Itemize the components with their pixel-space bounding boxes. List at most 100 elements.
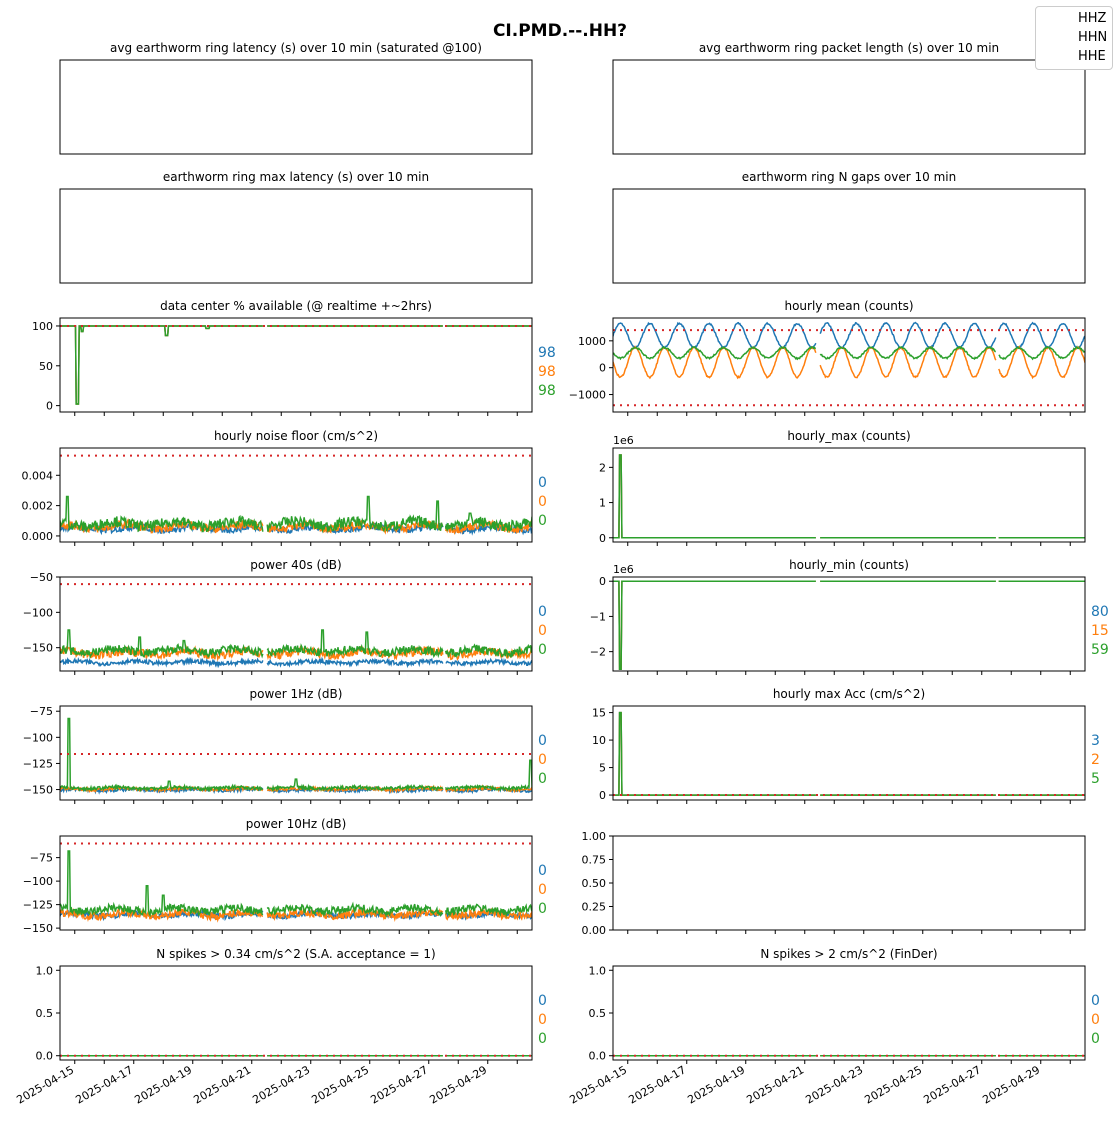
- series-hhe-line: [60, 851, 532, 915]
- panel-title: earthworm ring N gaps over 10 min: [742, 170, 956, 184]
- side-value-hhz: 0: [538, 475, 547, 491]
- panel-title: avg earthworm ring packet length (s) ove…: [699, 41, 999, 55]
- y-tick-label: −150: [23, 784, 53, 797]
- y-tick-label: −2: [590, 646, 606, 659]
- series-hhz-line: [613, 455, 1085, 538]
- x-tick-label: 2025-04-27: [368, 1063, 430, 1106]
- panel-p15: N spikes > 2 cm/s^2 (FinDer)0.00.51.0000…: [567, 947, 1100, 1107]
- y-tick-label: 0: [599, 532, 606, 545]
- axes-frame: [613, 966, 1085, 1060]
- plot-area: [60, 456, 532, 534]
- y-tick-label: −125: [23, 757, 53, 770]
- y-tick-label: −125: [23, 899, 53, 912]
- side-value-hhe: 5: [1091, 771, 1100, 787]
- series-hhn-line: [613, 713, 1085, 796]
- axes-frame: [613, 577, 1085, 671]
- axis-offset-label: 1e6: [613, 434, 634, 447]
- plot-area: [60, 844, 532, 920]
- side-value-hhn: 0: [538, 494, 547, 510]
- panel-title: hourly max Acc (cm/s^2): [773, 687, 925, 701]
- side-value-hhe: 0: [538, 642, 547, 658]
- panel-p1: avg earthworm ring packet length (s) ove…: [613, 41, 1085, 154]
- y-tick-label: −150: [23, 642, 53, 655]
- panel-p3: earthworm ring N gaps over 10 min: [613, 170, 1085, 283]
- y-tick-label: 15: [592, 707, 606, 720]
- axes-frame: [60, 966, 532, 1060]
- series-hhe-line: [613, 713, 1085, 796]
- side-value-hhn: 15: [1091, 623, 1109, 639]
- series-hhn-line: [613, 455, 1085, 538]
- axes-frame: [613, 836, 1085, 930]
- y-tick-label: 0.004: [22, 469, 54, 482]
- panel-p4: data center % available (@ realtime +~2h…: [32, 299, 556, 416]
- side-value-hhz: 98: [538, 345, 556, 361]
- y-tick-label: 0: [599, 789, 606, 802]
- side-value-hhz: 0: [538, 993, 547, 1009]
- y-tick-label: 0.0: [36, 1050, 54, 1063]
- x-tick-label: 2025-04-15: [14, 1063, 76, 1106]
- panel-p14: N spikes > 0.34 cm/s^2 (S.A. acceptance …: [14, 947, 547, 1107]
- x-tick-label: 2025-04-15: [567, 1063, 629, 1106]
- y-tick-label: 0: [599, 575, 606, 588]
- panel-title: power 10Hz (dB): [246, 817, 347, 831]
- axes-frame: [60, 706, 532, 800]
- y-tick-label: 10: [592, 734, 606, 747]
- panel-p2: earthworm ring max latency (s) over 10 m…: [60, 170, 532, 283]
- panel-title: hourly mean (counts): [784, 299, 913, 313]
- series-hhn-line: [613, 347, 1085, 378]
- panel-title: hourly_max (counts): [787, 429, 910, 443]
- y-tick-label: 5: [599, 762, 606, 775]
- y-tick-label: 0: [599, 362, 606, 375]
- y-tick-label: 0: [46, 400, 53, 413]
- y-tick-label: 1.0: [36, 964, 54, 977]
- axes-frame: [60, 189, 532, 283]
- x-tick-label: 2025-04-29: [427, 1063, 489, 1106]
- y-tick-label: 0.00: [582, 924, 607, 937]
- x-tick-label: 2025-04-23: [250, 1063, 312, 1106]
- panel-title: N spikes > 0.34 cm/s^2 (S.A. acceptance …: [156, 947, 435, 961]
- y-tick-label: −75: [30, 852, 53, 865]
- y-tick-label: 0.002: [22, 500, 54, 513]
- legend: HHZ HHN HHE: [1035, 6, 1113, 70]
- side-value-hhz: 3: [1091, 733, 1100, 749]
- side-value-hhz: 0: [1091, 993, 1100, 1009]
- plot-area: [613, 581, 1085, 669]
- y-tick-label: 100: [32, 320, 53, 333]
- y-tick-label: −100: [23, 875, 53, 888]
- side-value-hhn: 0: [538, 882, 547, 898]
- plot-area: [60, 584, 532, 665]
- axes-frame: [60, 318, 532, 412]
- y-tick-label: 0.0: [589, 1050, 607, 1063]
- x-tick-label: 2025-04-25: [309, 1063, 371, 1106]
- panel-title: avg earthworm ring latency (s) over 10 m…: [110, 41, 482, 55]
- series-hhz-line: [613, 581, 1085, 669]
- y-tick-label: 2: [599, 461, 606, 474]
- y-tick-label: 0.5: [36, 1007, 54, 1020]
- side-value-hhe: 0: [538, 901, 547, 917]
- side-value-hhz: 80: [1091, 604, 1109, 620]
- plot-area: [613, 455, 1085, 538]
- x-tick-label: 2025-04-21: [744, 1063, 806, 1106]
- x-tick-label: 2025-04-19: [132, 1063, 194, 1106]
- plot-area: [60, 326, 532, 404]
- series-hhe-line: [60, 630, 532, 657]
- series-hhn-line: [613, 581, 1085, 669]
- legend-entry-hhn: HHN: [1078, 30, 1107, 45]
- y-tick-label: 1: [599, 497, 606, 510]
- side-value-hhn: 0: [538, 752, 547, 768]
- legend-entry-hhe: HHE: [1078, 49, 1106, 64]
- y-tick-label: 1.00: [582, 830, 607, 843]
- y-tick-label: −150: [23, 922, 53, 935]
- panel-title: hourly_min (counts): [789, 558, 909, 572]
- series-hhe-line: [60, 326, 532, 404]
- side-value-hhe: 0: [1091, 1031, 1100, 1047]
- axes-frame: [613, 706, 1085, 800]
- panel-title: earthworm ring max latency (s) over 10 m…: [163, 170, 429, 184]
- y-tick-label: −75: [30, 705, 53, 718]
- axis-offset-label: 1e6: [613, 563, 634, 576]
